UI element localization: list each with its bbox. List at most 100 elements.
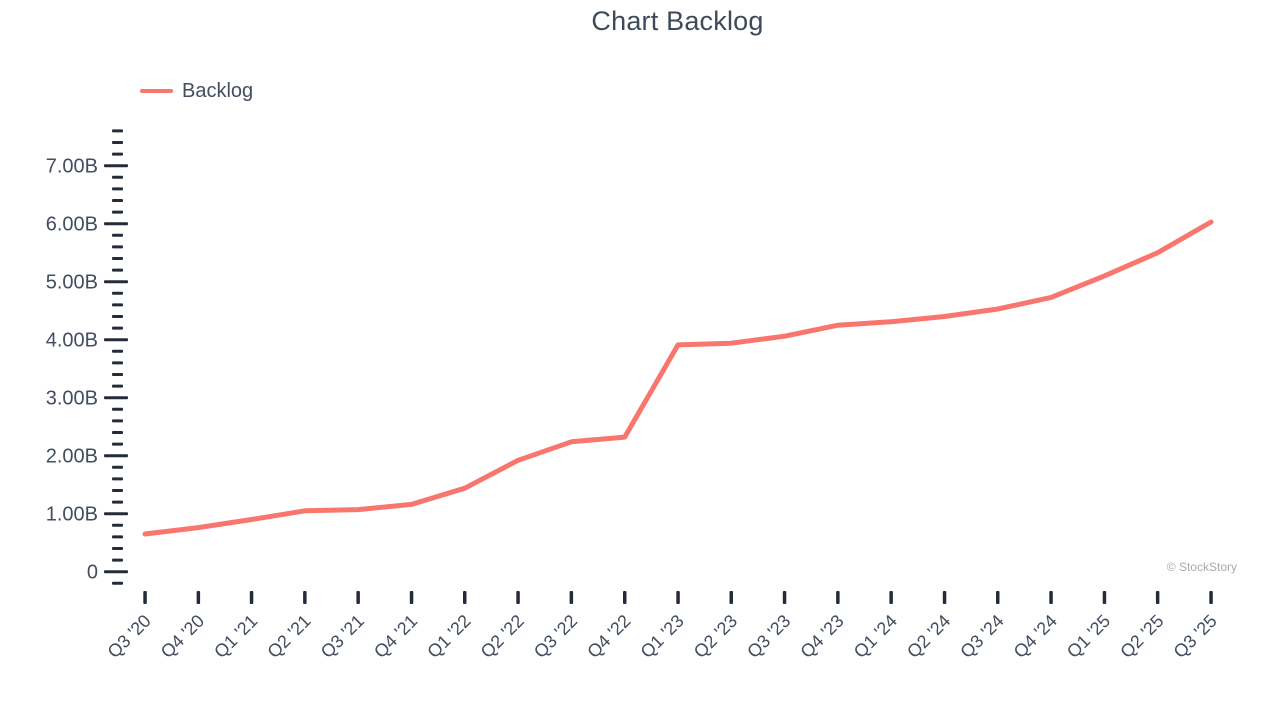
y-axis-tick-minor [112, 175, 123, 179]
y-axis-tick-minor [112, 245, 123, 249]
y-axis-tick-major [104, 454, 128, 458]
x-axis-tick [729, 591, 733, 604]
legend-line-swatch [140, 89, 173, 93]
x-axis-tick-label: Q3 '23 [743, 611, 794, 662]
y-axis-tick-minor [112, 407, 123, 411]
y-axis-tick-label: 0 [87, 562, 98, 584]
chart-title: Chart Backlog [591, 6, 764, 36]
y-axis-tick-minor [112, 361, 123, 365]
y-axis-tick-minor [112, 442, 123, 446]
backlog-line [142, 219, 1214, 537]
x-axis-tick-label: Q4 '21 [370, 611, 421, 662]
x-axis-tick-label: Q1 '21 [210, 611, 261, 662]
x-axis-tick [463, 591, 467, 604]
y-axis-tick-major [104, 338, 128, 342]
x-axis-tick [356, 591, 360, 604]
x-axis-tick [942, 591, 947, 604]
y-axis-tick-minor [112, 431, 123, 434]
y-axis-tick-minor [112, 558, 123, 562]
y-axis-tick-minor [112, 489, 123, 492]
y-axis-tick-minor [112, 384, 123, 388]
x-axis-tick [249, 591, 254, 604]
y-axis-tick-major [104, 222, 128, 226]
y-axis-tick-label: 5.00B [46, 272, 98, 294]
y-axis-tick-minor [112, 187, 123, 191]
x-axis: Q3 '20 Q4 '20 Q1 '21 Q2 '21 Q3 '21 Q4 '21 Q1 '… [104, 591, 1221, 662]
x-axis-tick-label: Q1 '24 [850, 611, 901, 662]
x-axis-tick-label: Q2 '25 [1116, 611, 1167, 662]
x-axis-tick [196, 591, 201, 604]
y-axis-tick-minor [112, 257, 123, 260]
x-axis-tick [303, 591, 307, 604]
x-axis-tick [623, 591, 627, 604]
x-axis-tick-label: Q2 '21 [263, 611, 314, 662]
y-axis-tick-minor [112, 465, 123, 469]
x-axis-tick [996, 591, 1000, 604]
y-axis-tick-minor [112, 152, 123, 156]
y-axis-tick-minor [112, 141, 123, 144]
x-axis-tick-label: Q2 '23 [690, 611, 741, 662]
y-axis-tick-label: 2.00B [46, 446, 98, 468]
y-axis-tick-minor [112, 210, 123, 214]
legend-label: Backlog [182, 79, 254, 102]
y-axis-tick-label: 7.00B [46, 156, 98, 178]
watermark: © StockStory [1166, 560, 1237, 574]
y-axis-tick-label: 6.00B [46, 214, 98, 236]
y-axis-tick-label: 3.00B [46, 388, 98, 410]
y-axis: 0 1.00B 2.00B 3.00B 4.00B 5.00B 6.00B 7.00B [46, 129, 128, 585]
x-axis-tick-label: Q1 '23 [637, 611, 688, 662]
legend: Backlog [140, 80, 253, 102]
y-axis-tick-minor [112, 303, 123, 307]
x-axis-tick [676, 591, 680, 604]
x-axis-tick [1155, 591, 1160, 604]
y-axis-tick-minor [112, 233, 123, 237]
x-axis-tick-label: Q4 '20 [157, 611, 208, 662]
y-axis-tick-major [104, 512, 128, 516]
x-axis-tick [516, 591, 520, 604]
y-axis-tick-minor [112, 326, 123, 330]
x-axis-tick [1209, 591, 1213, 604]
y-axis-tick-minor [112, 523, 123, 527]
x-axis-tick [143, 591, 147, 604]
y-axis-tick-minor [112, 419, 123, 423]
y-axis-tick-minor [112, 129, 123, 133]
y-axis-tick-minor [112, 581, 123, 585]
y-axis-tick-minor [112, 500, 123, 504]
x-axis-tick-label: Q3 '22 [530, 611, 581, 662]
x-axis-tick [782, 591, 787, 604]
x-axis-tick-label: Q3 '21 [317, 611, 368, 662]
x-axis-tick-label: Q3 '25 [1170, 611, 1221, 662]
y-axis-tick-minor [112, 268, 123, 272]
y-axis-tick-minor [112, 349, 123, 353]
x-axis-tick [889, 591, 893, 604]
x-axis-tick-label: Q3 '24 [956, 611, 1007, 662]
y-axis-tick-minor [112, 373, 123, 376]
x-axis-tick-label: Q1 '25 [1063, 611, 1114, 662]
x-axis-tick [836, 591, 840, 604]
y-axis-tick-major [104, 164, 128, 168]
x-axis-tick-label: Q2 '22 [477, 611, 528, 662]
series-backlog [142, 219, 1214, 537]
y-axis-tick-minor [112, 477, 123, 481]
y-axis-tick-major [104, 396, 128, 400]
y-axis-tick-minor [112, 291, 123, 295]
y-axis-tick-major [104, 570, 128, 574]
y-axis-tick-minor [112, 199, 123, 202]
y-axis-tick-minor [112, 547, 123, 550]
y-axis-tick-minor [112, 315, 123, 318]
x-axis-tick [1049, 591, 1053, 604]
y-axis-tick-minor [112, 535, 123, 539]
x-axis-tick-label: Q1 '22 [423, 611, 474, 662]
x-axis-tick-label: Q3 '20 [104, 611, 155, 662]
x-axis-tick [1102, 591, 1107, 604]
y-axis-tick-label: 1.00B [46, 504, 98, 526]
y-axis-tick-major [104, 280, 128, 284]
x-axis-tick-label: Q4 '22 [583, 611, 634, 662]
x-axis-tick [569, 591, 574, 604]
x-axis-tick-label: Q2 '24 [903, 611, 954, 662]
x-axis-tick-label: Q4 '24 [1010, 611, 1061, 662]
x-axis-tick [409, 591, 414, 604]
x-axis-tick-label: Q4 '23 [796, 611, 847, 662]
